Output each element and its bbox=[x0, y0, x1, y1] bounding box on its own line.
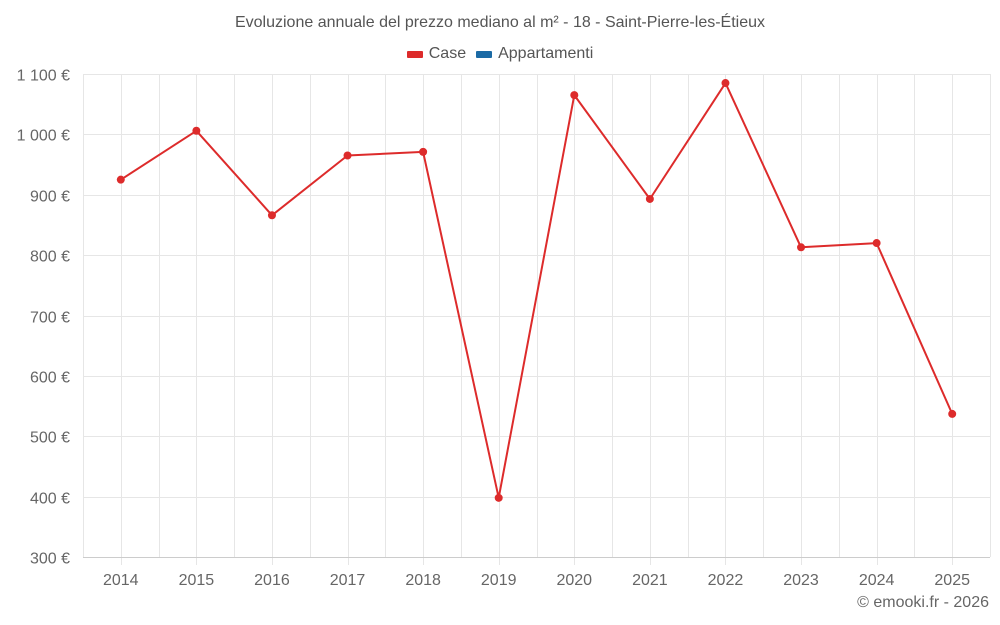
y-tick-label: 400 € bbox=[30, 491, 70, 508]
x-tick-label: 2024 bbox=[859, 572, 895, 589]
data-point[interactable] bbox=[948, 409, 957, 418]
legend-item-appartamenti[interactable]: Appartamenti bbox=[476, 45, 593, 63]
x-tick-label: 2023 bbox=[783, 572, 819, 589]
legend-label-appartamenti: Appartamenti bbox=[498, 45, 594, 62]
chart-title: Evoluzione annuale del prezzo mediano al… bbox=[234, 14, 766, 31]
x-tick-label: 2017 bbox=[330, 572, 366, 589]
y-axis: 300 € 400 € 500 € 600 € 700 € 800 € 900 € 1 000… bbox=[17, 68, 70, 568]
x-tick-label: 2025 bbox=[934, 572, 970, 589]
data-point[interactable] bbox=[494, 493, 503, 502]
x-tick-label: 2016 bbox=[254, 572, 290, 589]
x-tick-label: 2019 bbox=[481, 572, 517, 589]
y-tick-label: 700 € bbox=[30, 310, 70, 327]
data-point[interactable] bbox=[192, 126, 201, 135]
legend: Case Appartamenti bbox=[0, 45, 1000, 63]
data-point[interactable] bbox=[419, 147, 428, 156]
legend-label-case: Case bbox=[428, 45, 467, 62]
legend-item-case[interactable]: Case bbox=[406, 45, 467, 63]
x-tick-label: 2021 bbox=[632, 572, 668, 589]
x-tick-label: 2018 bbox=[405, 572, 441, 589]
data-point[interactable] bbox=[267, 211, 276, 220]
data-point[interactable] bbox=[872, 239, 881, 248]
x-axis: 2014 2015 2016 2017 2018 2019 2020 2021 2022 2023… bbox=[83, 557, 990, 589]
x-tick-label: 2022 bbox=[708, 572, 744, 589]
data-point[interactable] bbox=[116, 175, 125, 184]
legend-swatch-appartamenti-icon bbox=[476, 50, 493, 58]
data-point[interactable] bbox=[570, 91, 579, 100]
data-point[interactable] bbox=[797, 243, 806, 252]
series-case[interactable] bbox=[116, 79, 957, 502]
y-tick-label: 300 € bbox=[30, 551, 70, 568]
legend-swatch-case-icon bbox=[406, 50, 423, 58]
y-tick-label: 900 € bbox=[30, 189, 70, 206]
x-tick-label: 2020 bbox=[556, 572, 592, 589]
credits-link[interactable]: © emooki.fr - 2026 bbox=[857, 594, 989, 611]
y-tick-label: 800 € bbox=[30, 249, 70, 266]
data-point[interactable] bbox=[645, 194, 654, 203]
y-tick-label: 1 000 € bbox=[17, 128, 70, 145]
y-tick-label: 600 € bbox=[30, 370, 70, 387]
y-tick-label: 500 € bbox=[30, 430, 70, 447]
data-point[interactable] bbox=[721, 79, 730, 88]
y-tick-label: 1 100 € bbox=[17, 68, 70, 85]
x-tick-label: 2015 bbox=[179, 572, 215, 589]
data-point[interactable] bbox=[343, 151, 352, 160]
x-tick-label: 2014 bbox=[103, 572, 139, 589]
grid-lines bbox=[83, 74, 991, 565]
